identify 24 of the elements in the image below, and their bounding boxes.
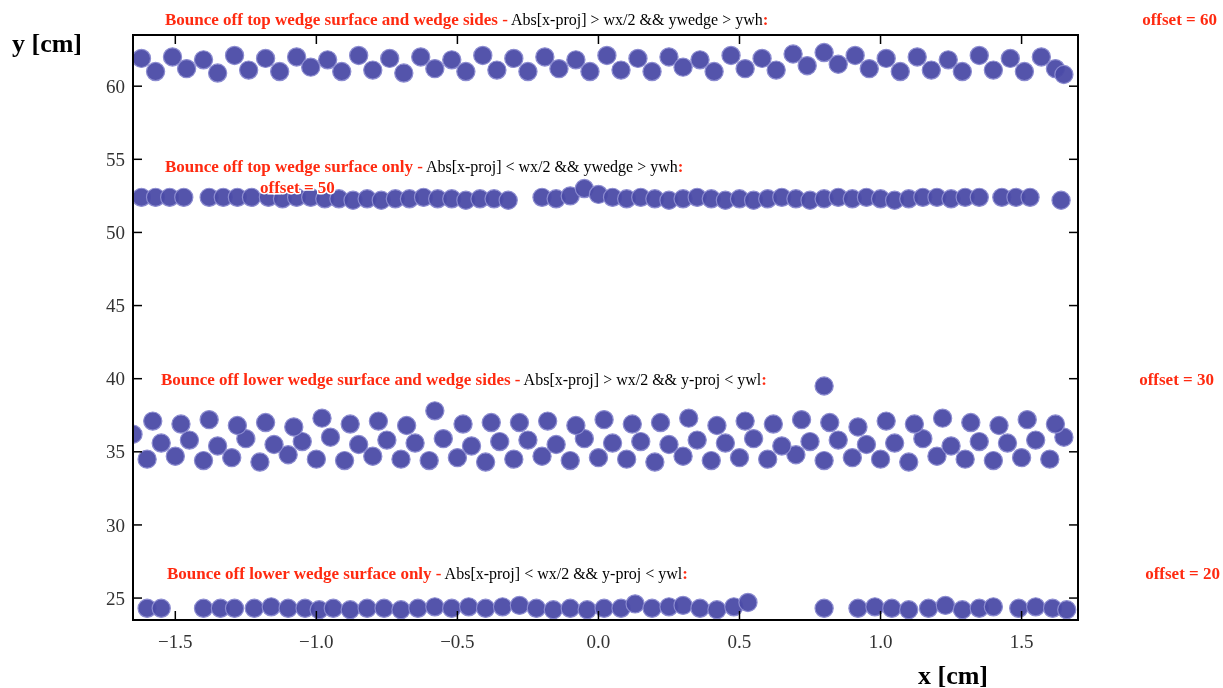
y-tick-label: 30 xyxy=(106,514,125,536)
y-tick-label: 40 xyxy=(106,368,125,390)
text: offset = 30 xyxy=(1139,370,1214,389)
text: offset = 20 xyxy=(1145,564,1220,583)
x-tick-label: 0.5 xyxy=(727,631,752,652)
x-axis-title: x [cm] xyxy=(917,661,989,688)
x-tick-label: 1.5 xyxy=(1009,631,1034,652)
y-axis-title: y [cm] xyxy=(12,29,83,58)
y-tick-label: 55 xyxy=(106,148,125,170)
text: offset = 60 xyxy=(1142,10,1217,29)
x-tick-label: 1.0 xyxy=(868,631,893,652)
y-tick-label: 45 xyxy=(106,295,125,317)
annotation: Bounce off top wedge surface only - Abs[x-proj] < wx/2 && ywedge > ywh: xyxy=(165,157,684,176)
annotation: Bounce off lower wedge surface only - Abs[x-proj] < wx/2 && y-proj < ywl: xyxy=(167,564,688,583)
y-tick-label: 35 xyxy=(106,441,125,463)
annotation: Bounce off lower wedge surface and wedge sides - Abs[x-proj] > wx/2 && y-proj < ywl: xyxy=(161,370,767,389)
x-tick-label: −1.0 xyxy=(299,631,334,652)
x-tick-label: −1.5 xyxy=(158,631,193,652)
x-tick-label: 0.0 xyxy=(586,631,611,652)
text: Bounce off top wedge surface and wedge sides - Abs[x-proj] > wx/2 && ywedge > ywh: xyxy=(165,10,769,29)
y-tick-label: 60 xyxy=(106,75,125,97)
y-tick-label: 25 xyxy=(106,587,125,609)
y-tick-label: 50 xyxy=(106,222,125,244)
x-tick-label: −0.5 xyxy=(440,631,475,652)
